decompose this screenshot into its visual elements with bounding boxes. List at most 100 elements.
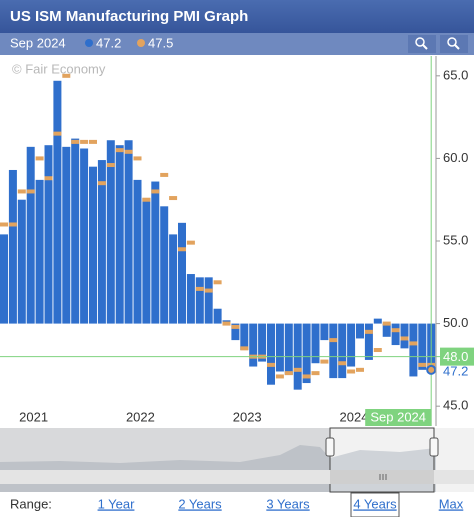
bar <box>26 146 35 324</box>
range-selector: Range: 1 Year 2 Years 3 Years 4 Years Max <box>10 492 464 518</box>
zoom-icon <box>454 44 460 50</box>
forecast-marker <box>133 156 142 161</box>
bar <box>97 160 106 324</box>
forecast-marker <box>115 148 124 153</box>
bar <box>35 179 44 324</box>
forecast-marker <box>356 367 364 372</box>
forecast-marker <box>409 341 418 346</box>
last-value-label: 47.2 <box>443 363 468 378</box>
bar <box>391 323 400 346</box>
header-actual: 47.2 <box>96 35 121 50</box>
bar <box>160 206 169 324</box>
y-tick-label: 50.0 <box>443 315 468 330</box>
range-option[interactable]: Max <box>439 496 464 511</box>
forecast-marker <box>204 288 213 293</box>
forecast-marker <box>240 346 249 351</box>
bar <box>320 323 329 341</box>
chart-title: US ISM Manufacturing PMI Graph <box>10 8 248 25</box>
bar <box>409 323 418 377</box>
forecast-marker <box>195 286 204 291</box>
bar <box>133 179 142 324</box>
forecast-marker <box>0 222 8 227</box>
x-tick-label: 2023 <box>233 409 262 424</box>
bar <box>124 140 133 324</box>
forecast-marker <box>275 374 284 379</box>
bar <box>284 323 293 375</box>
forecast-marker <box>53 131 62 136</box>
bar <box>400 323 409 349</box>
navigator-handle[interactable] <box>325 437 335 457</box>
forecast-marker <box>71 139 80 144</box>
plot: 45.0 50.0 55.0 60.0 65.0 2021 2022 2023 2024 48.0… <box>0 56 474 426</box>
zoom-button[interactable] <box>408 35 436 53</box>
y-tick-label: 60.0 <box>443 150 468 165</box>
bar <box>329 323 338 379</box>
forecast-marker <box>267 362 275 367</box>
watermark: © Fair Economy <box>12 61 106 76</box>
forecast-marker <box>400 336 409 341</box>
bar <box>364 323 373 360</box>
scroll-grip <box>379 474 387 480</box>
header-date: Sep 2024 <box>10 35 66 50</box>
forecast-marker <box>302 374 311 379</box>
zoom-icon <box>447 37 457 47</box>
bar <box>195 277 204 324</box>
bar <box>204 277 213 324</box>
bar <box>178 222 186 324</box>
bar <box>0 234 8 324</box>
bar <box>213 308 222 324</box>
bar <box>373 318 382 324</box>
forecast-marker <box>62 73 71 78</box>
forecast-marker <box>17 189 26 194</box>
legend-dot <box>137 39 145 47</box>
bar <box>169 234 178 324</box>
forecast-marker <box>213 280 222 285</box>
bar <box>249 323 258 367</box>
range-option[interactable]: 1 Year <box>98 496 136 511</box>
bar <box>356 323 364 339</box>
forecast-marker <box>44 176 53 181</box>
forecast-marker <box>382 321 391 326</box>
forecast-marker <box>364 329 373 334</box>
forecast-marker <box>89 139 97 144</box>
bar <box>311 323 320 364</box>
header-forecast: 47.5 <box>148 35 173 50</box>
forecast-marker <box>124 149 133 154</box>
legend-dot <box>85 39 93 47</box>
zoom-out-button[interactable] <box>440 35 468 53</box>
range-label: Range: <box>10 496 52 511</box>
forecast-marker <box>26 189 35 194</box>
header-row <box>0 33 474 55</box>
forecast-marker <box>320 359 329 364</box>
forecast-marker <box>222 321 231 326</box>
bar <box>17 199 26 324</box>
forecast-marker <box>347 369 356 374</box>
forecast-marker <box>311 371 320 376</box>
last-point <box>426 364 437 375</box>
range-option[interactable]: 3 Years <box>266 496 310 511</box>
y-tick-label: 65.0 <box>443 67 468 82</box>
range-option[interactable]: 4 Years <box>353 496 397 511</box>
bar <box>44 145 53 324</box>
forecast-marker <box>178 247 186 252</box>
bar <box>106 140 115 324</box>
forecast-marker <box>142 197 151 202</box>
navigator-window[interactable] <box>329 427 435 493</box>
forecast-marker <box>373 348 382 353</box>
bar <box>418 323 427 370</box>
bar <box>258 323 267 362</box>
range-option[interactable]: 2 Years <box>178 496 222 511</box>
bar <box>53 80 62 324</box>
crosshair-label-bg <box>440 347 474 366</box>
bar <box>8 169 17 324</box>
navigator-handle[interactable] <box>429 437 439 457</box>
crosshair-label: 48.0 <box>443 349 468 364</box>
bar <box>231 323 240 341</box>
forecast-marker <box>160 172 169 177</box>
forecast-marker <box>186 240 195 245</box>
forecast-marker <box>8 222 17 227</box>
bar <box>71 138 80 324</box>
scrollbar-thumb[interactable] <box>330 470 434 484</box>
bar <box>347 323 356 367</box>
